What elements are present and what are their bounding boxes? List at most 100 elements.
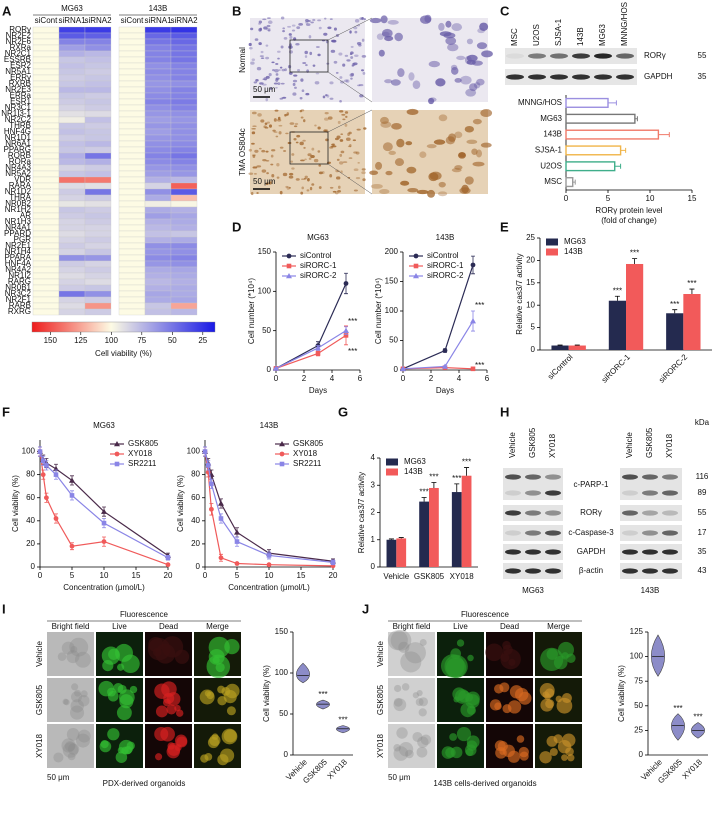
- row-label: RXRa: [10, 43, 32, 52]
- heat-cell: [118, 200, 146, 208]
- cell: [361, 38, 365, 42]
- cell: [329, 81, 334, 85]
- heat-cell: [144, 128, 172, 136]
- heat-cell: [32, 170, 60, 178]
- row-label: VDR: [14, 175, 31, 184]
- marker: [205, 463, 211, 468]
- cell: [317, 126, 321, 130]
- organoid: [405, 749, 414, 759]
- heat-cell: [58, 170, 86, 178]
- heat-cell: [118, 134, 146, 142]
- significance: ***: [613, 286, 622, 295]
- row-label: RARB: [9, 301, 31, 310]
- header: Fluorescence: [461, 610, 510, 619]
- x-tick-label: siRORC-2: [657, 352, 690, 385]
- heat-cell: [118, 296, 146, 304]
- heat-cell: [58, 218, 86, 226]
- bar: [608, 300, 626, 350]
- organoid: [553, 734, 563, 744]
- cell: [339, 99, 342, 103]
- row-label: RORγ: [9, 25, 31, 34]
- chart-title: 143B: [436, 233, 455, 242]
- cell: [274, 69, 279, 73]
- blot: [505, 69, 637, 85]
- cell: [354, 30, 358, 34]
- kda-value: 17: [698, 528, 707, 537]
- cell: [310, 154, 315, 159]
- heat-cell: [84, 134, 112, 142]
- heat-cell: [58, 146, 86, 154]
- marker: [114, 461, 120, 467]
- column-label: siRNA1: [58, 16, 86, 25]
- heat-cell: [58, 272, 86, 280]
- y-tick-label: 40: [191, 516, 200, 525]
- organoid: [464, 744, 477, 756]
- cell: [304, 175, 308, 179]
- cell: [300, 159, 305, 162]
- heat-cell: [118, 308, 146, 316]
- row-label: THRA: [9, 193, 31, 202]
- heat-cell: [58, 128, 86, 136]
- blot-band: [505, 490, 521, 496]
- heat-cell: [32, 44, 60, 52]
- cell: [313, 158, 319, 163]
- heat-cell: [58, 278, 86, 286]
- cell: [265, 56, 270, 60]
- blot-band: [545, 530, 561, 536]
- cell: [251, 131, 256, 135]
- heat-cell: [118, 92, 146, 100]
- heat-cell: [170, 56, 198, 64]
- organoid: [420, 734, 432, 746]
- cell: [476, 42, 488, 50]
- marker: [343, 327, 349, 333]
- legend-swatch: [386, 458, 398, 466]
- row-label: NR0B1: [5, 283, 31, 292]
- cell: [289, 35, 293, 39]
- marker: [330, 560, 336, 565]
- organoid: [115, 751, 128, 763]
- y-tick-label: 100: [22, 447, 36, 456]
- organoid: [387, 630, 408, 651]
- heat-cell: [170, 182, 198, 190]
- cell: [466, 59, 476, 65]
- heat-cell: [144, 56, 172, 64]
- cell: [275, 77, 280, 80]
- y-tick-label: 100: [630, 652, 644, 661]
- heat-cell: [32, 128, 60, 136]
- column-label: siRNA2: [170, 16, 198, 25]
- marker: [266, 553, 272, 558]
- blot-band: [528, 53, 546, 59]
- heat-cell: [84, 152, 112, 160]
- heat-cell: [170, 272, 198, 280]
- heat-cell: [144, 116, 172, 124]
- heat-cell: [170, 104, 198, 112]
- cell: [291, 24, 296, 27]
- cell: [269, 87, 273, 91]
- heat-cell: [118, 122, 146, 130]
- blot-band: [642, 568, 658, 574]
- heat-cell: [58, 68, 86, 76]
- heat-cell: [170, 248, 198, 256]
- cell: [480, 142, 492, 148]
- cell: [274, 109, 279, 112]
- organoid: [466, 705, 477, 715]
- cell: [310, 21, 314, 24]
- row-label: ERRγ: [10, 73, 31, 82]
- legend-label: GSK805: [293, 439, 324, 448]
- cell: [438, 181, 446, 188]
- column-label: Bright field: [393, 622, 431, 631]
- cell: [336, 176, 341, 180]
- heat-cell: [118, 284, 146, 292]
- cell: [289, 122, 295, 125]
- organoid: [154, 726, 169, 742]
- heat-cell: [32, 116, 60, 124]
- kda-value: 55: [698, 51, 707, 60]
- row-label: HNF4A: [5, 259, 32, 268]
- heat-cell: [58, 200, 86, 208]
- cell: [307, 153, 312, 157]
- heat-cell: [170, 44, 198, 52]
- organoid: [485, 643, 504, 662]
- heat-cell: [32, 50, 60, 58]
- cell: [273, 82, 278, 85]
- heat-cell: [118, 86, 146, 94]
